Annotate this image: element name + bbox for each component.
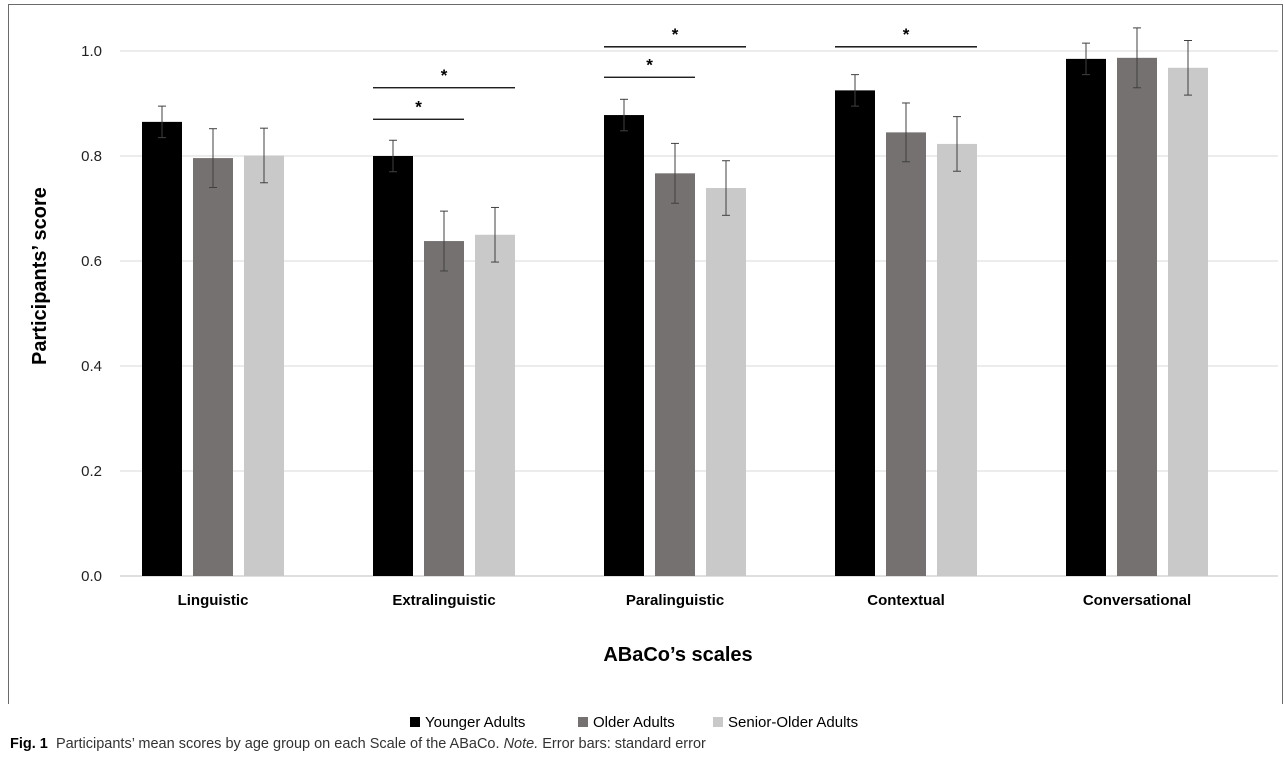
x-axis-title: ABaCo’s scales [603,644,752,666]
significance-marker: * [373,66,515,89]
y-tick-label: 0.2 [81,463,102,480]
y-axis-title: Participants’ score [29,187,51,365]
bar-chart: 0.0 0.2 0.4 0.6 0.8 1.0 * * * * * Linguistic Extra… [29,25,1278,731]
y-tick-label: 1.0 [81,43,102,60]
gridlines [120,50,1278,577]
significance-marker: * [604,55,695,78]
caption-note-label: Note. [503,736,539,752]
bar [886,132,926,576]
bar [424,241,464,577]
figure-caption: Fig. 1 Participants’ mean scores by age … [10,736,706,752]
error-bar [389,139,397,173]
error-bar [209,128,217,188]
error-bar [671,142,679,204]
legend-label: Senior-Older Adults [728,714,858,731]
bar [1168,67,1208,577]
bar [604,115,644,577]
y-tick-label: 0.8 [81,148,102,165]
significance-markers: * * * * * [373,25,977,120]
legend-item: Younger Adults [410,714,525,731]
bar [193,158,233,576]
error-bars [158,27,1192,272]
error-bar [491,206,499,263]
category-label: Extralinguistic [392,592,495,609]
category-label: Paralinguistic [626,592,724,609]
category-label: Linguistic [178,592,249,609]
y-tick-label: 0.4 [81,358,102,375]
significance-star: * [903,25,910,44]
legend-item: Senior-Older Adults [713,714,858,731]
bar [1117,57,1157,576]
error-bar [953,116,961,172]
bar [373,156,413,576]
error-bar [440,210,448,272]
caption-note-text: Error bars: standard error [542,736,706,752]
bar [142,121,182,576]
error-bar [902,102,910,163]
legend-label: Younger Adults [425,714,525,731]
error-bar [260,127,268,184]
significance-star: * [415,97,422,116]
error-bar [851,74,859,107]
error-bar [1133,27,1141,89]
bar [1066,58,1106,576]
legend-swatch [410,717,420,727]
bar [244,155,284,576]
category-label: Contextual [867,592,945,609]
figure-frame [8,4,1283,704]
bar [475,234,515,576]
bars [142,57,1208,577]
significance-marker: * [835,25,977,48]
bar [706,188,746,576]
bar [835,90,875,576]
significance-star: * [646,55,653,74]
significance-marker: * [373,97,464,120]
y-tick-labels: 0.0 0.2 0.4 0.6 0.8 1.0 [81,43,102,585]
error-bar [1184,40,1192,96]
y-tick-label: 0.0 [81,568,102,585]
legend-swatch [713,717,723,727]
legend-label: Older Adults [593,714,675,731]
bar [655,173,695,576]
error-bar [722,160,730,216]
significance-marker: * [604,25,746,48]
significance-star: * [672,25,679,44]
error-bar [620,98,628,132]
caption-fig-label: Fig. 1 [10,736,48,752]
bar [937,143,977,577]
y-tick-label: 0.6 [81,253,102,270]
error-bar [158,105,166,139]
legend: Younger Adults Older Adults Senior-Older A… [410,714,858,731]
category-label: Conversational [1083,592,1191,609]
significance-star: * [441,66,448,85]
legend-item: Older Adults [578,714,675,731]
category-labels: Linguistic Extralinguistic Paralinguistic C… [178,592,1192,609]
error-bar [1082,42,1090,76]
legend-swatch [578,717,588,727]
caption-text: Participants’ mean scores by age group o… [55,736,500,752]
